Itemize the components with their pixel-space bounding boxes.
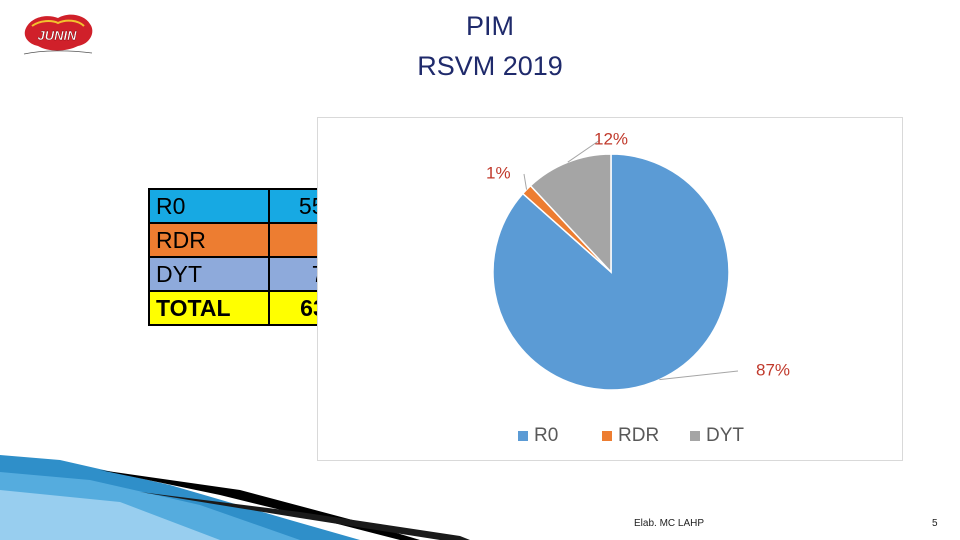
table-cell-label: RDR — [148, 222, 270, 258]
footer-credit: Elab. MC LAHP — [634, 518, 705, 529]
table-cell-label: R0 — [148, 188, 270, 224]
legend-swatch-r0 — [518, 431, 528, 441]
slide-subtitle: RSVM 2019 — [417, 51, 563, 81]
regional-logo: JUNIN — [23, 14, 93, 55]
pie-slice-dyt — [529, 153, 612, 274]
leader-line-dyt — [567, 139, 601, 163]
logo-wordmark: JUNIN — [37, 28, 77, 43]
leader-line-r0 — [659, 370, 739, 381]
legend-label-rdr: RDR — [618, 425, 659, 446]
table-cell-label: DYT — [148, 256, 270, 292]
pie-chart: 87% 1% 12% R0 RDR DYT — [486, 129, 790, 446]
slide-title: PIM — [465, 11, 514, 41]
legend-swatch-dyt — [690, 431, 700, 441]
pie-chart-frame: 87% 1% 12% R0 RDR DYT — [317, 117, 903, 461]
data-label-dyt: 12% — [594, 129, 628, 148]
leader-line-rdr — [523, 173, 528, 190]
legend-label-r0: R0 — [534, 425, 558, 446]
table-cell-total-label: TOTAL — [148, 290, 270, 326]
page-number: 5 — [932, 518, 938, 529]
corner-swoosh-decoration — [0, 455, 470, 540]
data-label-r0: 87% — [756, 360, 790, 379]
legend-swatch-rdr — [602, 431, 612, 441]
legend-label-dyt: DYT — [706, 425, 744, 446]
data-label-rdr: 1% — [486, 163, 511, 182]
